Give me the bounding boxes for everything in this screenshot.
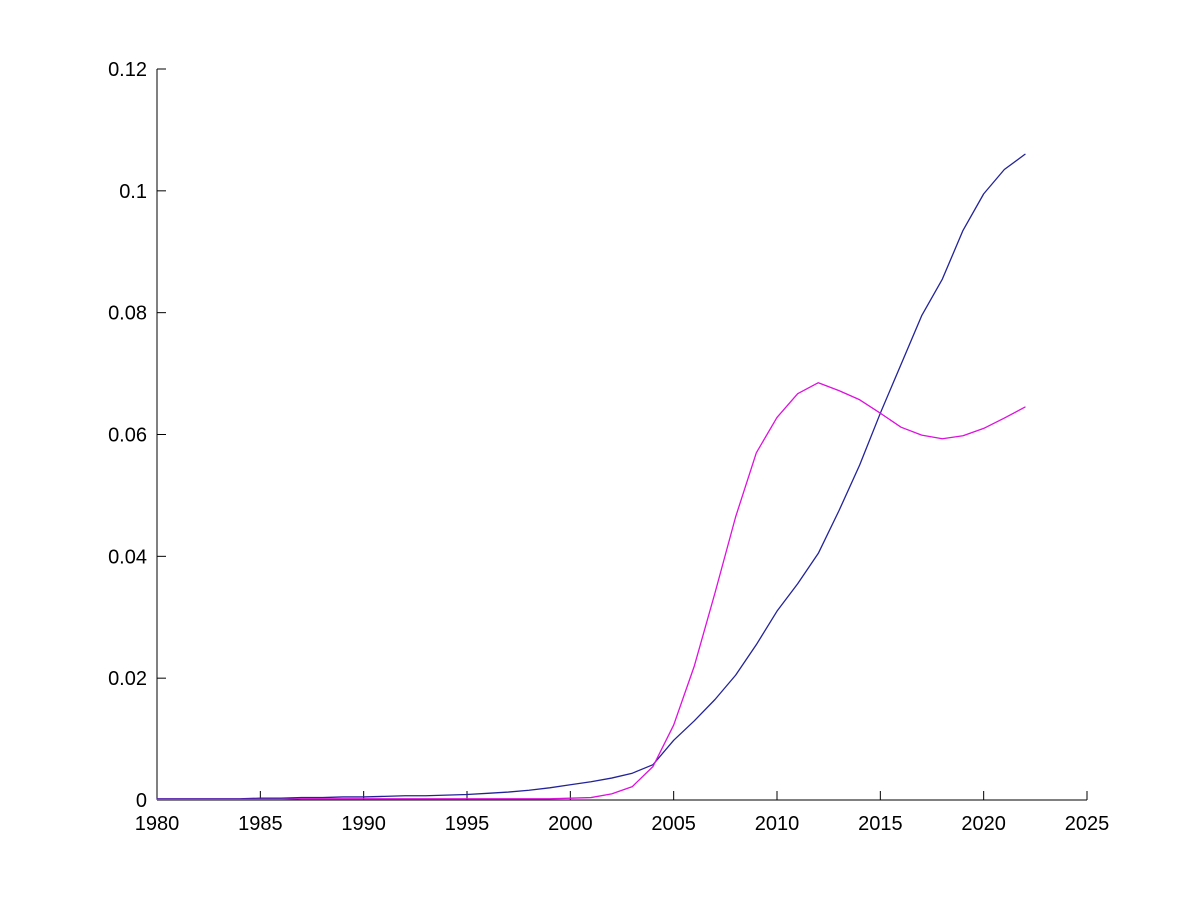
y-tick-label: 0.08: [108, 303, 147, 325]
dark-blue-line: [156, 153, 1026, 800]
x-tick-label: 2010: [755, 813, 800, 835]
x-tick-label: 2020: [961, 813, 1006, 835]
y-tick-label: 0.06: [108, 425, 147, 447]
y-tick-label: 0.04: [108, 546, 147, 568]
y-tick-label: 0: [136, 790, 147, 812]
x-tick-label: 2000: [548, 813, 593, 835]
x-tick-label: 2005: [651, 813, 696, 835]
series-group: [156, 153, 1026, 801]
x-tick-label: 1985: [238, 813, 283, 835]
y-tick-label: 0.12: [108, 59, 147, 81]
x-tick-label: 1995: [445, 813, 490, 835]
y-tick-label: 0.02: [108, 668, 147, 690]
x-tick-label: 2015: [858, 813, 903, 835]
y-tick-label: 0.1: [119, 181, 147, 203]
x-tick-label: 2025: [1065, 813, 1110, 835]
axes-group: 1980 1985 1990 1995 2000 2005 2010 2015 2020 2025…: [108, 59, 1109, 835]
magenta-line: [156, 382, 1026, 801]
x-tick-label: 1990: [341, 813, 386, 835]
x-tick-label: 1980: [135, 813, 180, 835]
